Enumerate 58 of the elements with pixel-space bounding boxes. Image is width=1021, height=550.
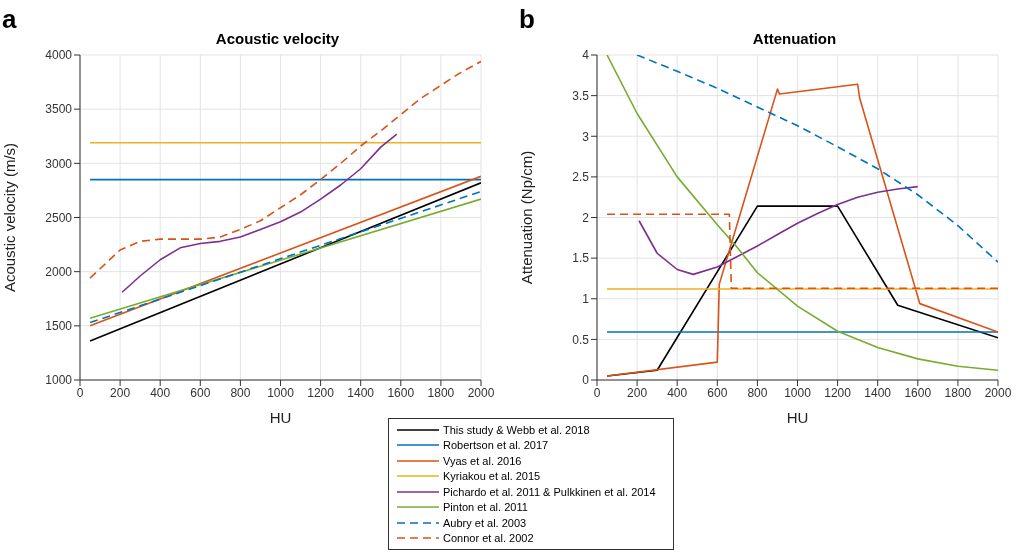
line-series bbox=[636, 55, 998, 263]
y-tick-label: 3 bbox=[582, 129, 590, 144]
y-tick-label: 1 bbox=[582, 292, 590, 307]
x-axis-title: HU bbox=[269, 409, 292, 426]
x-tick-label: 1800 bbox=[427, 385, 455, 400]
x-tick-label: 1200 bbox=[307, 385, 335, 400]
legend-label: Pichardo et al. 2011 & Pulkkinen et al. 2014 bbox=[443, 485, 656, 498]
chart-title: Acoustic velocity bbox=[214, 30, 341, 47]
y-axis-title: Acoustic velocity (m/s) bbox=[1, 142, 19, 293]
y-tick-label: 1.5 bbox=[572, 251, 590, 266]
legend-label: Aubry et al. 2003 bbox=[443, 516, 527, 529]
x-tick-label: 1200 bbox=[824, 385, 852, 400]
x-tick-label: 1600 bbox=[387, 385, 415, 400]
y-tick-label: 4000 bbox=[45, 48, 73, 63]
x-tick-label: 2000 bbox=[467, 385, 495, 400]
x-tick-label: 200 bbox=[110, 385, 131, 400]
x-tick-label: 400 bbox=[667, 385, 688, 400]
line-series bbox=[121, 133, 398, 294]
y-tick-label: 2000 bbox=[45, 264, 73, 279]
legend-label: Pinton et al. 2011 bbox=[443, 501, 528, 514]
y-tick-label: 3000 bbox=[45, 156, 73, 171]
legend-label: Vyas et al. 2016 bbox=[443, 454, 522, 467]
x-tick-label: 2000 bbox=[984, 385, 1012, 400]
x-tick-label: 800 bbox=[747, 385, 768, 400]
x-tick-label: 1800 bbox=[944, 385, 972, 400]
x-tick-label: 600 bbox=[707, 385, 728, 400]
y-axis-title: Attenuation (Np/cm) bbox=[518, 150, 536, 285]
chart-title: Attenuation bbox=[751, 30, 838, 47]
x-tick-label: 1400 bbox=[347, 385, 375, 400]
x-tick-label: 0 bbox=[76, 385, 84, 400]
line-series bbox=[638, 185, 919, 276]
x-tick-label: 1000 bbox=[784, 385, 812, 400]
text: a bbox=[2, 4, 17, 35]
x-tick-label: 1600 bbox=[904, 385, 932, 400]
legend-label: Kyriakou et al. 2015 bbox=[443, 470, 541, 483]
line-series bbox=[89, 60, 481, 279]
y-tick-label: 1500 bbox=[45, 319, 73, 334]
y-tick-label: 3.5 bbox=[572, 88, 590, 103]
x-axis-title: HU bbox=[786, 409, 809, 426]
text: b bbox=[519, 4, 535, 35]
x-tick-label: 200 bbox=[627, 385, 648, 400]
x-tick-label: 1400 bbox=[864, 385, 892, 400]
x-tick-label: 800 bbox=[230, 385, 251, 400]
x-tick-label: 400 bbox=[150, 385, 171, 400]
y-tick-label: 2.5 bbox=[572, 170, 590, 185]
x-tick-label: 600 bbox=[190, 385, 211, 400]
y-tick-label: 3500 bbox=[45, 102, 73, 117]
y-tick-label: 4 bbox=[582, 48, 590, 63]
x-tick-label: 0 bbox=[593, 385, 601, 400]
x-tick-label: 1000 bbox=[267, 385, 295, 400]
legend-label: This study & Webb et al. 2018 bbox=[443, 423, 590, 436]
y-tick-label: 0.5 bbox=[572, 332, 590, 347]
y-tick-label: 2500 bbox=[45, 210, 73, 225]
y-tick-label: 0 bbox=[582, 373, 590, 388]
legend-label: Robertson et al. 2017 bbox=[443, 439, 549, 452]
y-tick-label: 2 bbox=[582, 210, 590, 225]
y-tick-label: 1000 bbox=[45, 373, 73, 388]
legend-label: Connor et al. 2002 bbox=[443, 532, 534, 545]
